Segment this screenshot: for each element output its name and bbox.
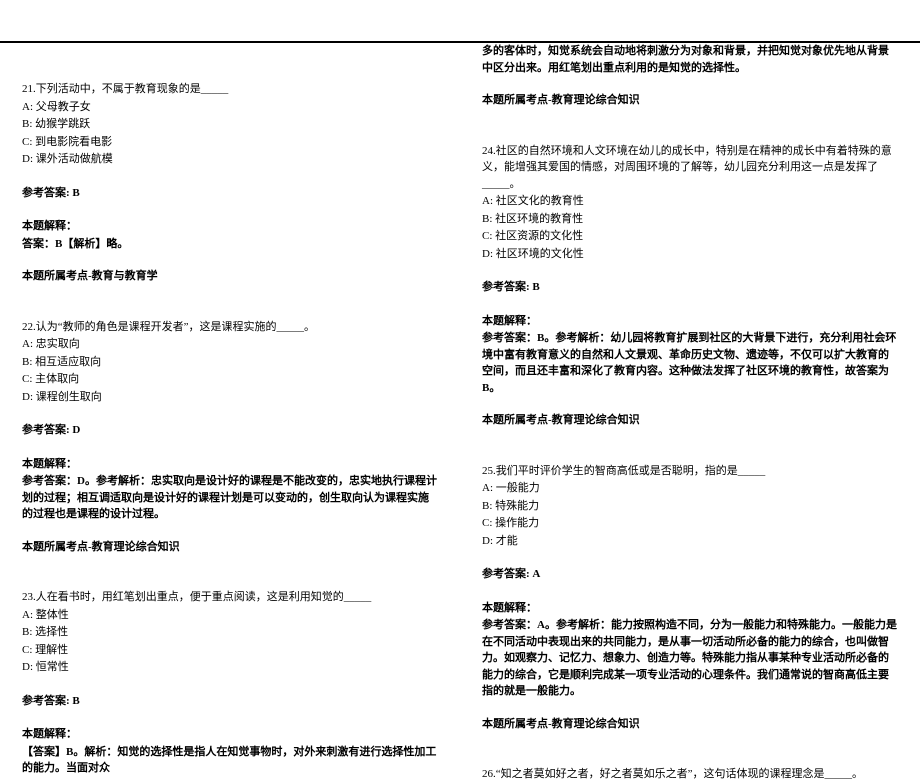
right-column: 多的客体时，知觉系统会自动地将刺激分为对象和背景，并把知觉对象优先地从背景中区分… <box>460 43 920 651</box>
q24-kaodian: 本题所属考点-教育理论综合知识 <box>482 412 898 429</box>
q21-opt-c: C: 到电影院看电影 <box>22 134 438 151</box>
q23-opt-d: D: 恒常性 <box>22 659 438 676</box>
q25-stem: 25.我们平时评价学生的智商高低或是否聪明，指的是_____ <box>482 463 898 480</box>
q24-opt-b: B: 社区环境的教育性 <box>482 211 898 228</box>
q21-explain-body: 答案：B【解析】略。 <box>22 236 438 253</box>
q23-opt-b: B: 选择性 <box>22 624 438 641</box>
q25-explain-label: 本题解释： <box>482 600 898 617</box>
left-column: 21.下列活动中，不属于教育现象的是_____ A: 父母教子女 B: 幼猴学跳… <box>0 43 460 651</box>
q23-explain-body: 【答案】B。解析：知觉的选择性是指人在知觉事物时，对外来刺激有进行选择性加工的能… <box>22 744 438 777</box>
q26-stem: 26.“知之者莫如好之者，好之者莫如乐之者”，这句话体现的课程理念是_____。 <box>482 766 898 783</box>
q22-opt-b: B: 相互适应取向 <box>22 354 438 371</box>
q21-opt-d: D: 课外活动做航模 <box>22 151 438 168</box>
q25-answer: 参考答案: A <box>482 566 898 583</box>
q24-opt-d: D: 社区环境的文化性 <box>482 246 898 263</box>
q22-kaodian: 本题所属考点-教育理论综合知识 <box>22 539 438 556</box>
q22-stem: 22.认为“教师的角色是课程开发者”，这是课程实施的_____。 <box>22 319 438 336</box>
q23-explain-cont: 多的客体时，知觉系统会自动地将刺激分为对象和背景，并把知觉对象优先地从背景中区分… <box>482 43 898 76</box>
q23-stem: 23.人在看书时，用红笔划出重点，便于重点阅读，这是利用知觉的_____ <box>22 589 438 606</box>
q21-opt-b: B: 幼猴学跳跃 <box>22 116 438 133</box>
question-21: 21.下列活动中，不属于教育现象的是_____ A: 父母教子女 B: 幼猴学跳… <box>22 81 438 285</box>
q21-explain-label: 本题解释： <box>22 218 438 235</box>
page-content: 21.下列活动中，不属于教育现象的是_____ A: 父母教子女 B: 幼猴学跳… <box>0 43 920 651</box>
q25-kaodian: 本题所属考点-教育理论综合知识 <box>482 716 898 733</box>
q21-stem: 21.下列活动中，不属于教育现象的是_____ <box>22 81 438 98</box>
q23-kaodian: 本题所属考点-教育理论综合知识 <box>482 92 898 109</box>
question-26: 26.“知之者莫如好之者，好之者莫如乐之者”，这句话体现的课程理念是_____。 <box>482 766 898 783</box>
q25-opt-a: A: 一般能力 <box>482 480 898 497</box>
question-24: 24.社区的自然环境和人文环境在幼儿的成长中，特别是在精神的成长中有着特殊的意义… <box>482 143 898 429</box>
q25-opt-b: B: 特殊能力 <box>482 498 898 515</box>
q24-stem: 24.社区的自然环境和人文环境在幼儿的成长中，特别是在精神的成长中有着特殊的意义… <box>482 143 898 193</box>
q21-answer: 参考答案: B <box>22 185 438 202</box>
q23-answer: 参考答案: B <box>22 693 438 710</box>
question-23: 23.人在看书时，用红笔划出重点，便于重点阅读，这是利用知觉的_____ A: … <box>22 589 438 777</box>
q22-explain-label: 本题解释： <box>22 456 438 473</box>
question-25: 25.我们平时评价学生的智商高低或是否聪明，指的是_____ A: 一般能力 B… <box>482 463 898 733</box>
question-23-continued: 多的客体时，知觉系统会自动地将刺激分为对象和背景，并把知觉对象优先地从背景中区分… <box>482 43 898 109</box>
q22-explain-body: 参考答案：D。参考解析：忠实取向是设计好的课程是不能改变的，忠实地执行课程计划的… <box>22 473 438 523</box>
q23-opt-a: A: 整体性 <box>22 607 438 624</box>
q21-kaodian: 本题所属考点-教育与教育学 <box>22 268 438 285</box>
q24-opt-c: C: 社区资源的文化性 <box>482 228 898 245</box>
q25-opt-c: C: 操作能力 <box>482 515 898 532</box>
q23-opt-c: C: 理解性 <box>22 642 438 659</box>
q24-explain-body: 参考答案：B。参考解析：幼儿园将教育扩展到社区的大背景下进行，充分利用社会环境中… <box>482 330 898 396</box>
q22-answer: 参考答案: D <box>22 422 438 439</box>
q22-opt-c: C: 主体取向 <box>22 371 438 388</box>
q24-explain-label: 本题解释： <box>482 313 898 330</box>
question-22: 22.认为“教师的角色是课程开发者”，这是课程实施的_____。 A: 忠实取向… <box>22 319 438 556</box>
q23-explain-label: 本题解释： <box>22 726 438 743</box>
q22-opt-d: D: 课程创生取向 <box>22 389 438 406</box>
q24-answer: 参考答案: B <box>482 279 898 296</box>
q24-opt-a: A: 社区文化的教育性 <box>482 193 898 210</box>
q25-explain-body: 参考答案：A。参考解析：能力按照构造不同，分为一般能力和特殊能力。一般能力是在不… <box>482 617 898 700</box>
q22-opt-a: A: 忠实取向 <box>22 336 438 353</box>
q25-opt-d: D: 才能 <box>482 533 898 550</box>
q21-opt-a: A: 父母教子女 <box>22 99 438 116</box>
